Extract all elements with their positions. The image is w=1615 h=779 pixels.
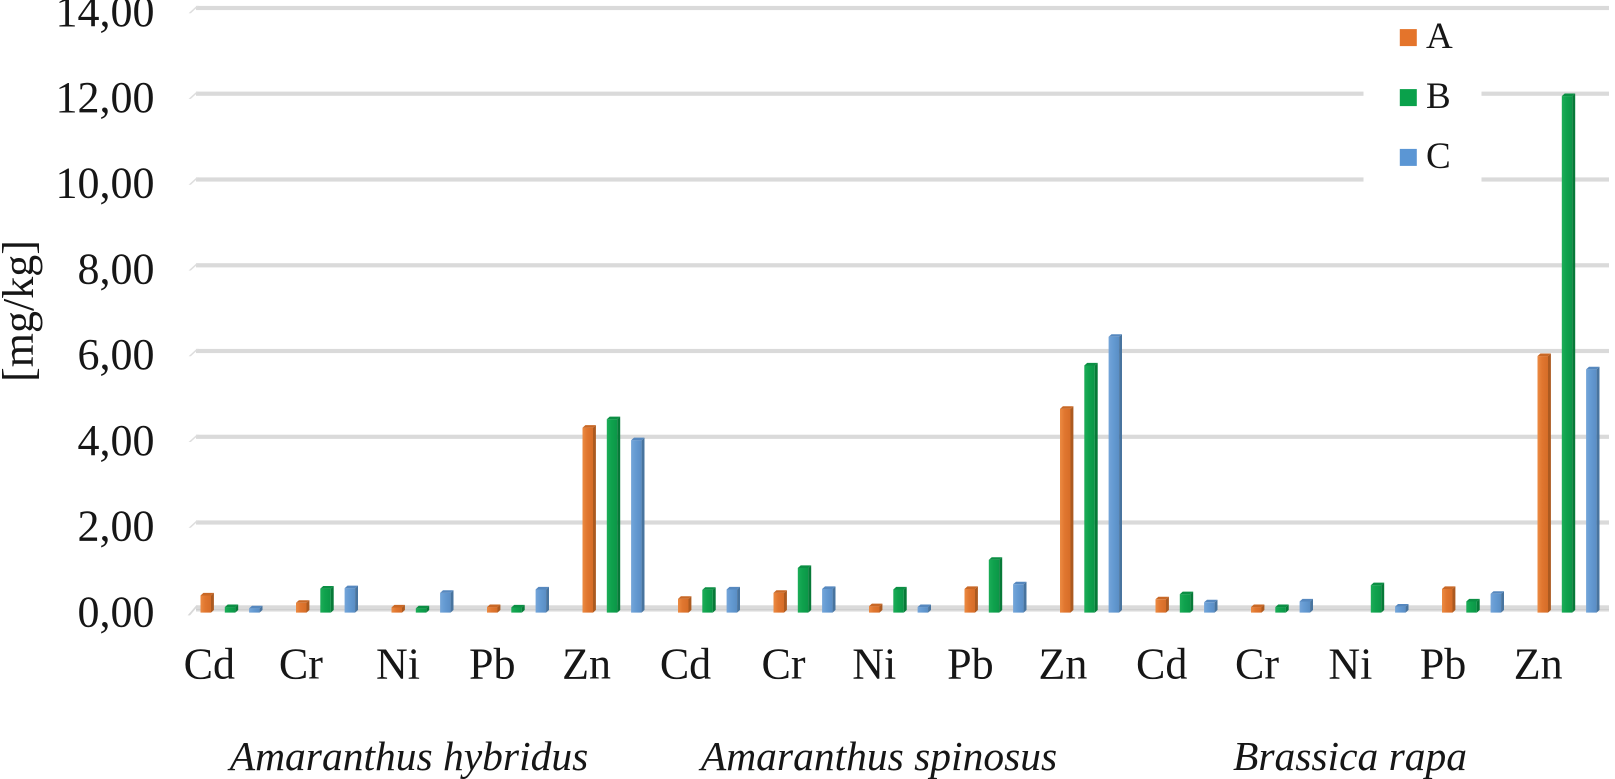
svg-text:Pb: Pb [469,640,515,689]
svg-text:6,00: 6,00 [78,330,155,379]
svg-text:Pb: Pb [1420,640,1466,689]
svg-text:Zn: Zn [1514,640,1563,689]
svg-text:Amaranthus hybridus: Amaranthus hybridus [227,733,589,779]
svg-text:Amaranthus spinosus: Amaranthus spinosus [698,733,1057,779]
svg-text:Brassica rapa: Brassica rapa [1233,733,1467,779]
svg-text:14,00: 14,00 [56,0,155,36]
svg-text:Cr: Cr [1235,640,1279,689]
svg-text:A: A [1426,16,1453,57]
svg-text:4,00: 4,00 [78,416,155,465]
svg-text:Zn: Zn [1038,640,1087,689]
svg-text:B: B [1426,76,1451,117]
svg-text:2,00: 2,00 [78,502,155,551]
svg-text:Cr: Cr [762,640,806,689]
svg-text:C: C [1426,136,1451,177]
svg-text:Cd: Cd [1136,640,1187,689]
svg-text:[mg/kg]: [mg/kg] [0,240,43,382]
svg-text:Cd: Cd [660,640,711,689]
svg-text:0,00: 0,00 [78,587,155,636]
svg-text:Pb: Pb [947,640,993,689]
svg-text:10,00: 10,00 [56,159,155,208]
svg-text:Cr: Cr [279,640,323,689]
svg-text:Ni: Ni [852,640,896,689]
svg-text:Cd: Cd [184,640,235,689]
svg-text:Ni: Ni [1328,640,1372,689]
svg-text:Ni: Ni [376,640,420,689]
svg-text:Zn: Zn [562,640,611,689]
svg-text:8,00: 8,00 [78,244,155,293]
svg-text:12,00: 12,00 [56,73,155,122]
